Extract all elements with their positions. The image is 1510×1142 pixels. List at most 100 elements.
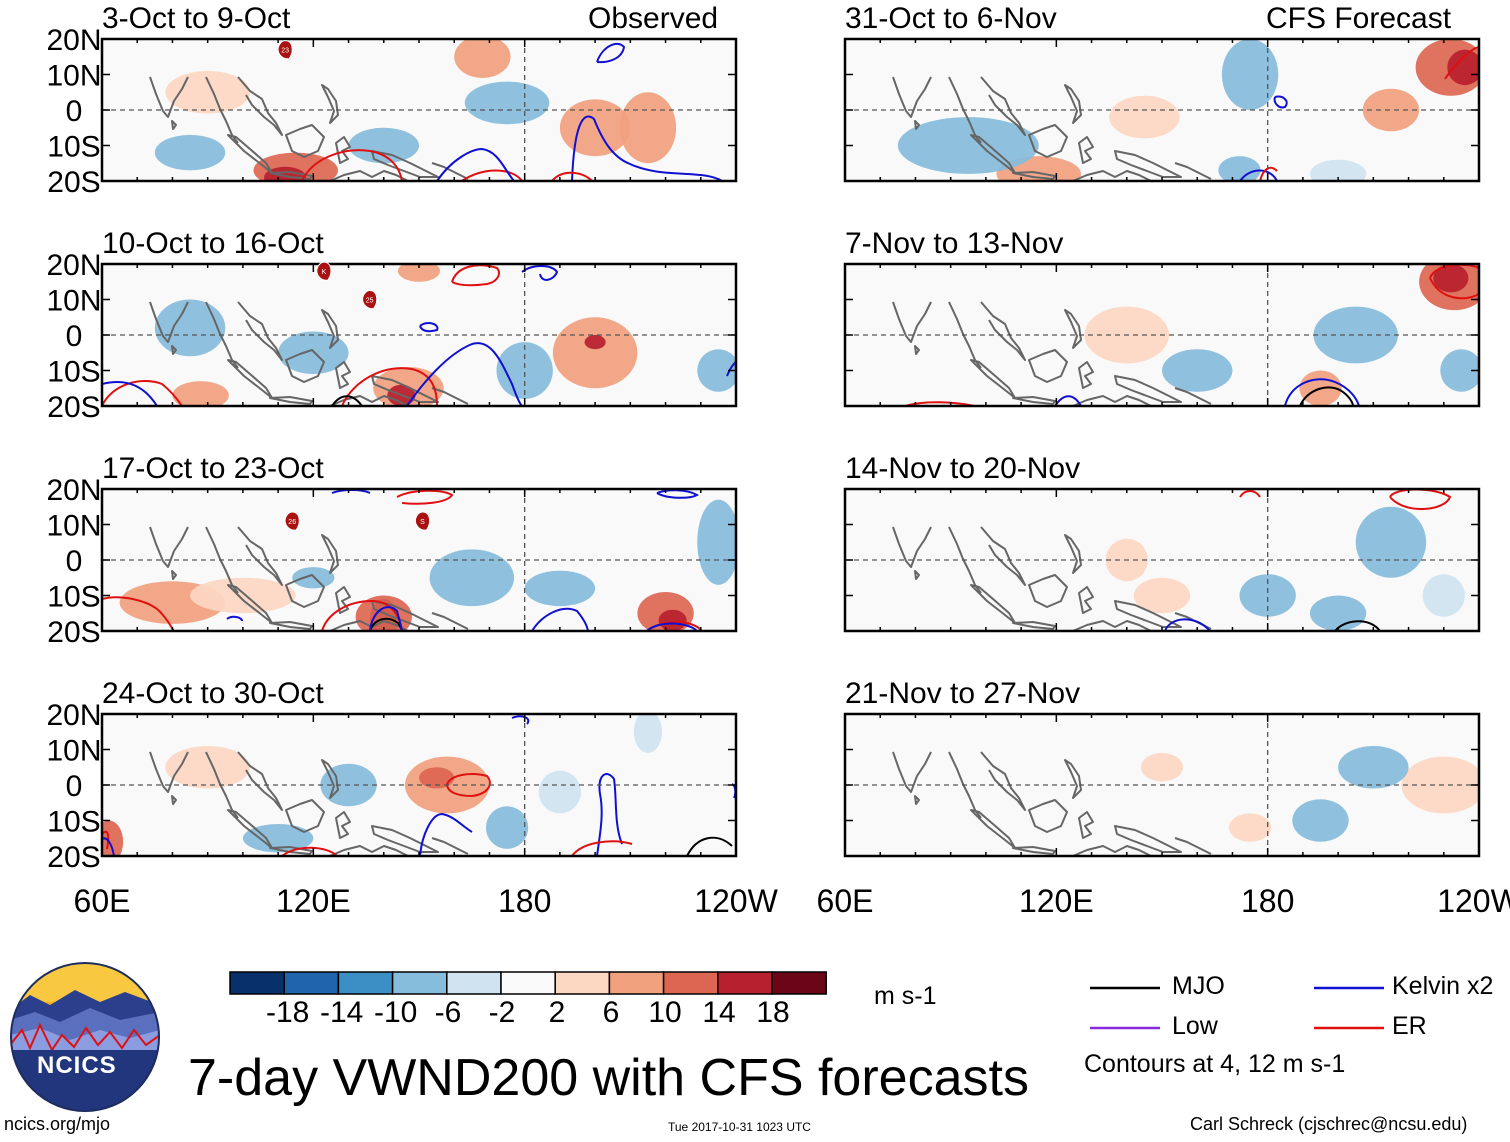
legend-label-er: ER [1392,1012,1427,1040]
colorbar-swatch [229,971,285,995]
anomaly-shading [1422,574,1465,617]
colorbar-swatch [446,971,502,995]
lat-tick-label: 10S [47,581,100,614]
kelvin-contour [656,489,699,499]
anomaly-shading [1140,753,1184,782]
anomaly-shading [1433,264,1469,293]
storm-label: K [322,269,327,276]
colorbar-tick: 18 [756,996,790,1029]
anomaly-shading [165,70,250,114]
colorbar-tick: -6 [434,996,462,1029]
legend-label-mjo: MJO [1172,972,1225,1000]
anomaly-shading [454,39,511,79]
lon-tick-label: 120W [694,883,778,919]
anomaly-shading [697,349,736,392]
lat-tick-label: 20S [47,616,100,649]
map-panel [843,487,1481,633]
anomaly-shading [1440,349,1479,392]
kelvin-contour [102,380,158,406]
anomaly-shading [292,567,335,589]
legend [1090,986,1384,1030]
kelvin-contour [646,622,698,631]
anomaly-shading [464,81,550,125]
anomaly-shading [397,264,441,282]
panel-title: 21-Nov to 27-Nov [845,677,1081,710]
colorbar-swatch [500,971,556,995]
er-contour [1239,490,1261,498]
panel-title: 3-Oct to 9-Oct [102,2,291,35]
contour-note: Contours at 4, 12 m s-1 [1084,1050,1346,1078]
lat-tick-label: 20N [46,474,101,507]
colorbar-tick: -18 [266,996,310,1029]
kelvin-contour [419,812,473,856]
ncics-logo [10,962,160,1112]
er-contour [281,846,338,856]
colorbar-tick: 14 [702,996,736,1029]
lat-tick-label: 20N [46,699,101,732]
colorbar-swatch [608,971,665,995]
anomaly-shading [524,570,596,607]
colorbar-tick: -10 [374,996,418,1029]
colorbar-swatch [662,971,719,995]
lat-tick-label: 20S [47,166,100,199]
er-contour [571,840,633,856]
lat-tick-label: 10S [47,806,100,839]
er-contour [341,367,438,406]
observed-header: Observed [588,2,719,35]
lat-tick-label: 20N [46,24,101,57]
colorbar-swatch [391,971,448,995]
er-contour [446,773,491,798]
storm-marker: 23 [277,40,293,60]
anomaly-shading [190,577,296,614]
colorbar [229,971,827,995]
colorbar-swatch [283,971,340,995]
er-contour [301,149,403,181]
storm-marker: 26 [284,511,300,531]
author-credit: Carl Schreck (cjschrec@ncsu.edu) [1190,1114,1468,1134]
figure-title: 7-day VWND200 with CFS forecasts [188,1049,1029,1107]
lon-tick-label: 60E [817,883,874,919]
anomaly-shading [584,335,606,350]
storm-marker: S [414,511,431,531]
panel-title: 14-Nov to 20-Nov [845,452,1081,485]
anomaly-shading [1109,95,1180,139]
anomaly-shading [1228,813,1272,842]
anomaly-shading [1313,306,1398,364]
anomaly-shading [154,134,226,171]
colorbar-swatch [717,971,773,995]
anomaly-shading [559,99,631,157]
anomaly-shading [1447,49,1479,86]
colorbar-swatch [337,971,394,995]
kelvin-contour [1164,618,1211,631]
map-panel [843,712,1481,858]
anomaly-shading [172,381,229,406]
lon-tick-label: 120E [276,883,351,919]
forecast-header: CFS Forecast [1266,2,1452,35]
panel-title: 10-Oct to 16-Oct [102,227,324,260]
panel-title: 7-Nov to 13-Nov [845,227,1064,260]
anomaly-shading [1355,506,1427,578]
anomaly-shading [697,499,736,585]
panel-title: 31-Oct to 6-Nov [845,2,1057,35]
lat-tick-label: 0 [66,95,83,128]
lat-tick-label: 10S [47,356,100,389]
kelvin-contour [419,322,439,333]
colorbar-tick: -2 [488,996,516,1029]
kelvin-contour [596,773,623,856]
er-contour [1444,46,1479,80]
storm-marker: K [316,261,332,281]
website-link[interactable]: ncics.org/mjo [4,1114,111,1134]
lat-tick-label: 10N [46,735,101,768]
legend-label-low: Low [1172,1012,1218,1040]
anomaly-shading [1218,156,1261,181]
lat-tick-label: 10N [46,60,101,93]
er-contour [396,489,454,505]
anomaly-shading [633,714,663,754]
anomaly-shading [485,806,529,849]
lon-tick-label: 180 [1241,883,1294,919]
